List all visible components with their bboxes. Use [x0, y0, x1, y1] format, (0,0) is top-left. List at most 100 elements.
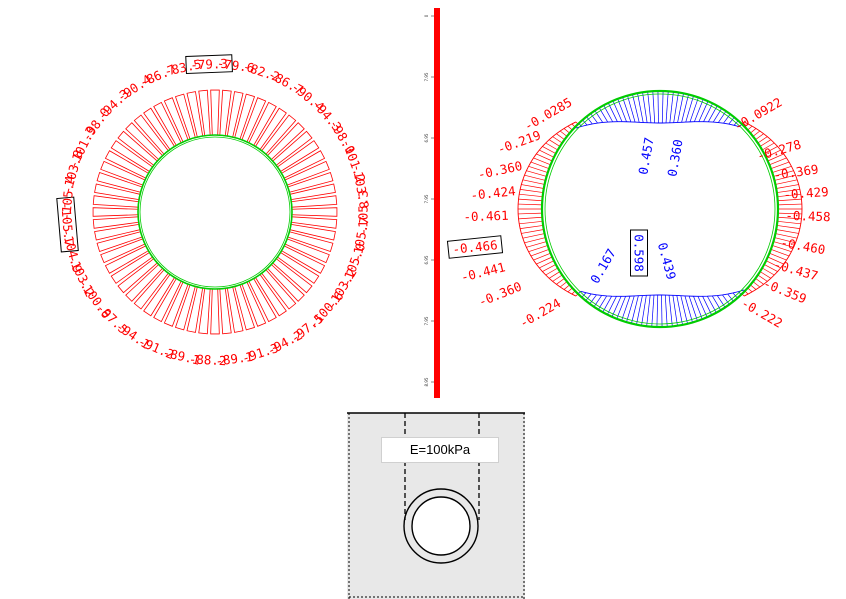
cap-load-line [697, 296, 708, 318]
right-ring [540, 89, 780, 329]
right-left-value-label: -0.441 [459, 259, 506, 284]
modulus-label: E=100kPa [381, 437, 499, 463]
left-pressure-diagram: -79.6-82.2-86.7-90.4-94.3-98.0-101.2-103… [56, 54, 372, 369]
cap-load-line [718, 110, 727, 123]
side-load-line [518, 203, 543, 206]
side-load-line [764, 264, 778, 272]
load-petal [186, 286, 204, 333]
load-petal [92, 195, 139, 208]
cap-load-line [616, 296, 626, 319]
load-petal [248, 101, 277, 146]
load-petal [241, 97, 267, 143]
load-petal [163, 97, 189, 143]
side-load-line [556, 278, 565, 285]
load-petal [100, 160, 146, 186]
right-left-value-label: -0.219 [495, 127, 543, 157]
side-load-line [773, 241, 794, 248]
cap-load-line [684, 295, 693, 323]
side-load-line [524, 174, 546, 181]
side-load-line [528, 245, 548, 253]
right-right-value-label: -0.278 [755, 137, 803, 164]
side-load-line [770, 249, 790, 257]
cap-load-line [621, 296, 631, 321]
right-ring-inner [544, 93, 776, 325]
cap-load-line [651, 295, 655, 327]
cap-load-line [665, 91, 669, 123]
load-petal [267, 264, 305, 302]
side-load-line [539, 149, 555, 158]
cap-load-line [585, 293, 592, 301]
load-petal [255, 274, 287, 317]
right-right-value-label: -0.369 [773, 161, 820, 182]
side-load-line [539, 260, 555, 269]
load-petal [287, 171, 334, 193]
highlight-box [185, 54, 233, 75]
cap-load-line [647, 91, 652, 123]
load-petal [96, 231, 143, 253]
side-load-line [552, 136, 563, 144]
side-load-envelope [517, 121, 577, 297]
side-load-line [767, 153, 784, 162]
right-right-value-label: -0.437 [772, 257, 820, 284]
load-petal [94, 183, 141, 201]
side-load-line [563, 284, 570, 290]
side-load-line [542, 146, 556, 154]
side-load-line [755, 133, 764, 140]
ruler-tick-label: 7.95 [424, 72, 429, 81]
side-load-line [520, 188, 544, 193]
side-load-line [777, 216, 802, 220]
cap-load-line [612, 100, 623, 122]
side-load-line [762, 142, 775, 151]
pipe-inner-circle [411, 496, 471, 556]
cap-load-line [657, 91, 659, 124]
load-petal [117, 130, 158, 166]
cap-load-line [676, 295, 683, 325]
cap-load-line [656, 295, 659, 327]
left-inner-ring-inner [139, 136, 291, 288]
side-load-line [524, 237, 546, 244]
side-load-line [521, 184, 544, 189]
side-load-line [772, 245, 792, 253]
cap-load-line [677, 93, 684, 123]
load-petal [226, 91, 244, 138]
load-petal [281, 245, 326, 274]
highlight-box [56, 196, 79, 253]
side-load-line [522, 179, 545, 185]
load-petal [291, 195, 338, 208]
cap-load-line [723, 113, 731, 124]
right-left-value-label: -0.461 [463, 208, 509, 225]
side-load-line [542, 264, 556, 272]
load-petal [261, 114, 297, 155]
side-load-line [559, 130, 568, 137]
cap-load-line [641, 295, 647, 326]
cap-load-line [611, 296, 622, 317]
load-petal [125, 122, 163, 160]
side-load-line [521, 229, 544, 234]
side-load-line [776, 188, 800, 193]
cap-load-line [664, 295, 668, 327]
right-right-value-label: -0.460 [779, 235, 826, 258]
side-load-line [526, 170, 547, 177]
side-load-line [770, 161, 790, 169]
ruler-tick-label: 6.95 [424, 133, 429, 142]
load-petal [198, 89, 211, 136]
load-petal [291, 207, 338, 217]
side-load-line [765, 149, 781, 158]
cap-load-line [636, 295, 643, 325]
cap-load-line [661, 294, 663, 327]
load-petal [241, 281, 267, 327]
side-load-line [776, 229, 799, 234]
right-left-value-label: -0.224 [517, 295, 564, 331]
side-load-line [750, 284, 757, 290]
right-left-value-label: -0.360 [476, 279, 523, 310]
cap-load-line [672, 295, 678, 326]
side-load-line [528, 165, 548, 173]
cap-load-line [669, 91, 674, 123]
right-load-lines [517, 91, 803, 327]
side-load-line [536, 256, 553, 265]
right-right-value-label: -0.429 [783, 184, 829, 202]
side-load-line [548, 139, 561, 147]
load-petal [291, 216, 338, 229]
side-load-line [548, 271, 561, 279]
load-petal [284, 238, 330, 264]
